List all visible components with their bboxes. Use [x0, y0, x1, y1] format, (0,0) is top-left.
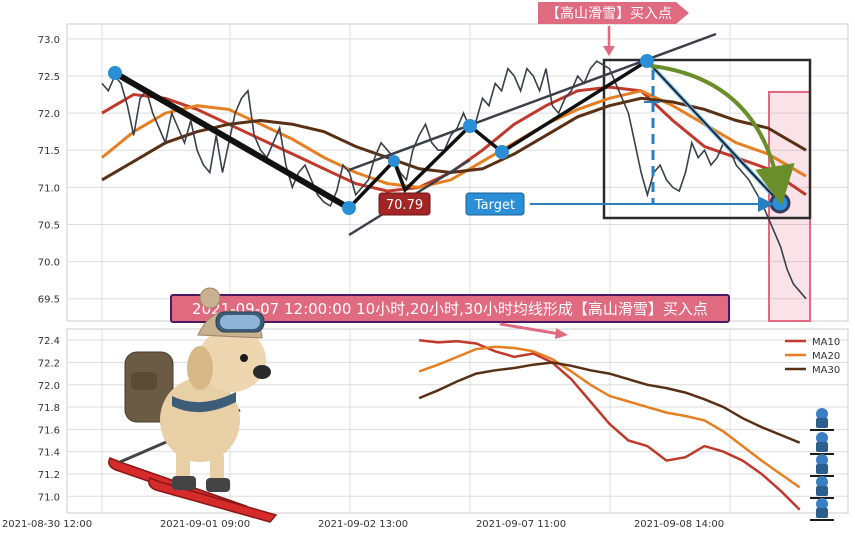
skier-figure-icons	[810, 408, 834, 521]
top-annotation-text: 【高山滑雪】买入点	[546, 5, 672, 22]
target-label-box	[465, 192, 525, 216]
y-tick-label: 69.5	[38, 295, 60, 306]
y-tick-label: 72.0	[38, 381, 60, 392]
low-value-box	[378, 192, 431, 216]
x-tick-label: 2021-09-08 14:00	[634, 519, 724, 530]
skier-icon	[810, 498, 834, 521]
down-trendline	[112, 70, 352, 211]
y-tick-label: 72.0	[38, 109, 60, 120]
pivot-marker	[463, 119, 477, 133]
bottom-annotation-pointer	[499, 322, 561, 336]
legend-label-ma20: MA20	[812, 351, 840, 362]
pivot-marker	[342, 201, 356, 215]
skier-icon	[810, 408, 834, 431]
y-tick-label: 71.2	[38, 470, 60, 481]
pivot-marker	[108, 66, 122, 80]
upper-channel-line	[348, 32, 717, 172]
series-line-ma20	[101, 89, 807, 189]
pivot-marker	[495, 145, 509, 159]
bottom-annotation-text: 2021-09-07 12:00:00 10小时,20小时,30小时均线形成【高…	[192, 300, 708, 318]
y-tick-label: 71.0	[38, 183, 60, 194]
zigzag-line	[347, 59, 648, 210]
top-annotation-pointer-head	[603, 46, 615, 56]
target-label: Target	[474, 198, 515, 213]
y-tick-label: 71.8	[38, 403, 60, 414]
series-line-ma10	[418, 338, 801, 511]
y-tick-label: 71.5	[38, 146, 60, 157]
skier-dog-illustration	[108, 287, 278, 523]
x-tick-label: 2021-08-30 12:00	[2, 519, 92, 530]
y-tick-label: 70.0	[38, 258, 60, 269]
series-line-ma30	[418, 361, 801, 444]
x-tick-label: 2021-09-02 13:00	[318, 519, 408, 530]
pivot-marker	[388, 155, 400, 167]
legend: MA10 MA20 MA30	[785, 337, 840, 376]
y-tick-label: 71.0	[38, 492, 60, 503]
target-marker	[769, 192, 791, 214]
low-value-label: 70.79	[386, 198, 423, 213]
y-tick-label: 72.5	[38, 72, 60, 83]
projection-arrow	[651, 64, 795, 206]
y-tick-label: 71.4	[38, 448, 60, 459]
x-tick-label: 2021-09-07 11:00	[476, 519, 566, 530]
pattern-box	[602, 58, 812, 220]
legend-label-ma30: MA30	[812, 365, 840, 376]
y-tick-label: 72.2	[38, 358, 60, 369]
legend-label-ma10: MA10	[812, 337, 840, 348]
y-tick-label: 72.4	[38, 336, 60, 347]
bottom-annotation-banner	[170, 294, 730, 323]
skier-icon	[810, 454, 834, 477]
series-line-ma20	[418, 345, 801, 489]
pivot-marker	[640, 54, 654, 68]
y-tick-label: 71.6	[38, 425, 60, 436]
top-annotation-banner	[538, 2, 689, 24]
skier-icon	[810, 432, 834, 455]
y-tick-label: 73.0	[38, 35, 60, 46]
bottom-annotation-pointer-head	[555, 328, 568, 339]
x-tick-label: 2021-09-01 09:00	[160, 519, 250, 530]
y-tick-label: 70.5	[38, 220, 60, 231]
